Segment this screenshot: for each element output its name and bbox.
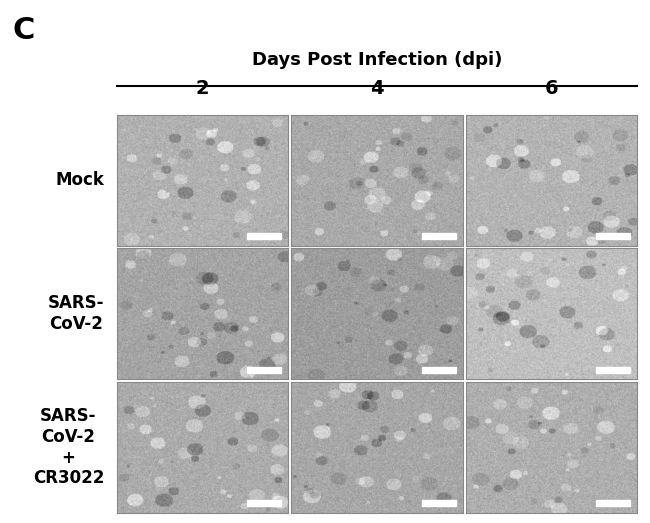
Bar	[596, 500, 630, 506]
Bar	[596, 367, 630, 372]
Text: SARS-
CoV-2
+
CR3022: SARS- CoV-2 + CR3022	[32, 407, 104, 487]
Bar	[247, 367, 281, 372]
Text: C: C	[13, 16, 35, 44]
Text: SARS-
CoV-2: SARS- CoV-2	[47, 294, 104, 333]
Text: Mock: Mock	[55, 172, 104, 189]
Bar	[247, 500, 281, 506]
Bar	[421, 500, 456, 506]
Bar	[421, 367, 456, 372]
Text: 4: 4	[370, 79, 383, 98]
Text: Days Post Infection (dpi): Days Post Infection (dpi)	[252, 51, 502, 69]
Bar	[247, 233, 281, 240]
Text: 2: 2	[196, 79, 209, 98]
Bar	[596, 233, 630, 240]
Text: 6: 6	[545, 79, 558, 98]
Bar	[421, 233, 456, 240]
